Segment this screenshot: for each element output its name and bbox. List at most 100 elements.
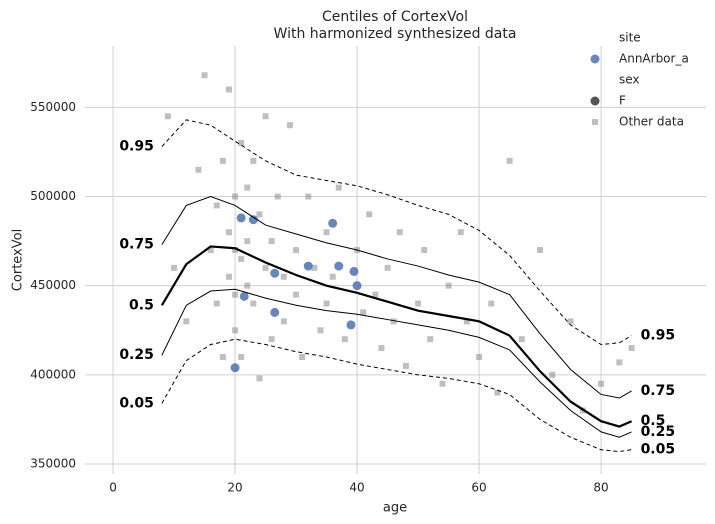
- data-point: [439, 380, 446, 387]
- data-point: [248, 215, 258, 225]
- data-point: [268, 238, 275, 245]
- data-point: [238, 255, 245, 262]
- data-point: [250, 157, 257, 164]
- data-point: [390, 318, 397, 325]
- data-point: [421, 247, 428, 254]
- legend-title: site: [619, 31, 641, 45]
- data-point: [427, 336, 434, 343]
- data-point: [384, 264, 391, 271]
- data-point: [311, 264, 318, 271]
- data-point: [506, 157, 513, 164]
- data-point: [299, 354, 306, 361]
- data-point: [349, 266, 359, 276]
- data-point: [323, 300, 330, 307]
- data-point: [219, 157, 226, 164]
- centile-label: 0.95: [641, 328, 676, 344]
- centile-label: 0.05: [641, 442, 676, 458]
- data-point: [183, 318, 190, 325]
- data-point: [293, 247, 300, 254]
- legend-marker: [590, 96, 600, 106]
- data-point: [232, 193, 239, 200]
- centile-line: [161, 119, 632, 346]
- data-point: [567, 318, 574, 325]
- data-point: [518, 336, 525, 343]
- data-point: [244, 184, 251, 191]
- data-point: [219, 354, 226, 361]
- legend-label: AnnArbor_a: [619, 52, 689, 66]
- data-point: [225, 273, 232, 280]
- legend-marker: [590, 54, 600, 64]
- data-point: [274, 193, 281, 200]
- legend-marker: [592, 119, 598, 125]
- data-point: [213, 300, 220, 307]
- legend-title: sex: [619, 73, 640, 87]
- data-point: [256, 375, 263, 382]
- data-point: [293, 291, 300, 298]
- centile-label: 0.25: [641, 424, 676, 440]
- data-point: [346, 320, 356, 330]
- data-point: [457, 229, 464, 236]
- data-point: [402, 362, 409, 369]
- centile-line: [161, 288, 632, 438]
- data-point: [244, 238, 251, 245]
- data-point: [445, 282, 452, 289]
- x-tick-label: 60: [471, 481, 486, 495]
- data-point: [268, 336, 275, 343]
- centile-line: [160, 245, 633, 428]
- data-point: [195, 166, 202, 173]
- data-point: [232, 247, 239, 254]
- data-point: [236, 213, 246, 223]
- x-tick-label: 40: [349, 481, 364, 495]
- centile-line: [161, 338, 632, 453]
- data-point: [352, 281, 362, 291]
- data-point: [232, 291, 239, 298]
- data-point: [225, 86, 232, 93]
- data-point: [616, 359, 623, 366]
- data-point: [328, 218, 338, 228]
- y-tick-label: 350000: [30, 457, 76, 471]
- data-point: [164, 113, 171, 120]
- data-point: [244, 282, 251, 289]
- data-point: [270, 307, 280, 317]
- data-point: [225, 229, 232, 236]
- data-point: [238, 354, 245, 361]
- legend-label: Other data: [619, 115, 684, 129]
- data-point: [250, 300, 257, 307]
- data-point: [378, 345, 385, 352]
- data-point: [238, 140, 245, 147]
- data-point: [262, 264, 269, 271]
- data-point: [232, 327, 239, 334]
- y-tick-label: 400000: [30, 367, 76, 381]
- data-point: [317, 327, 324, 334]
- centile-label: 0.75: [119, 237, 154, 253]
- data-point: [201, 72, 208, 79]
- data-point: [366, 211, 373, 218]
- data-point: [305, 193, 312, 200]
- data-point: [476, 354, 483, 361]
- data-point: [335, 184, 342, 191]
- chart-title: Centiles of CortexVol: [322, 9, 468, 25]
- data-point: [239, 291, 249, 301]
- centile-label: 0.75: [641, 383, 676, 399]
- legend-label: F: [619, 94, 626, 108]
- data-point: [171, 264, 178, 271]
- y-tick-label: 450000: [30, 278, 76, 292]
- y-axis-label: CortexVol: [11, 229, 26, 291]
- chart-subtitle: With harmonized synthesized data: [274, 26, 517, 42]
- data-point: [415, 300, 422, 307]
- x-tick-label: 20: [227, 481, 242, 495]
- data-point: [537, 247, 544, 254]
- centile-label: 0.5: [641, 413, 666, 429]
- data-point: [549, 371, 556, 378]
- data-point: [334, 261, 344, 271]
- data-point: [396, 229, 403, 236]
- x-tick-label: 0: [109, 481, 117, 495]
- y-tick-label: 500000: [30, 189, 76, 203]
- data-point: [598, 380, 605, 387]
- data-point: [230, 363, 240, 373]
- data-point: [280, 273, 287, 280]
- centile-label: 0.95: [119, 139, 154, 155]
- centile-line: [161, 195, 632, 399]
- data-point: [280, 318, 287, 325]
